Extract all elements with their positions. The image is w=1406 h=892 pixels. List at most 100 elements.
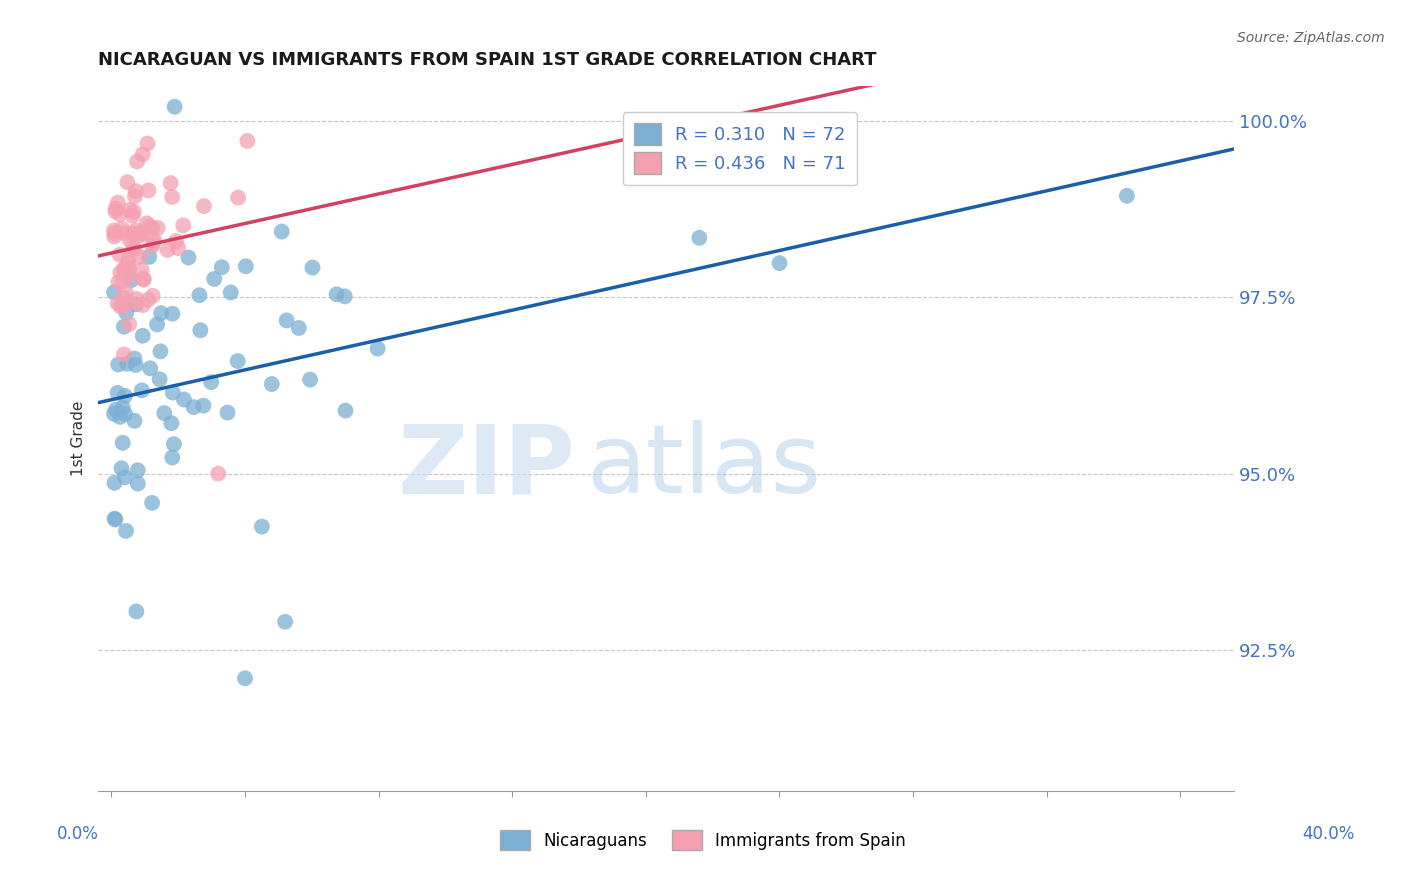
Point — [122, 240, 145, 254]
Point — [112, 291, 135, 305]
Point — [104, 204, 127, 219]
Legend: Nicaraguans, Immigrants from Spain: Nicaraguans, Immigrants from Spain — [494, 823, 912, 857]
Point — [131, 384, 153, 398]
Point — [141, 239, 163, 253]
Point — [117, 252, 139, 266]
Point — [299, 372, 322, 386]
Point — [141, 221, 163, 235]
Text: ZIP: ZIP — [396, 420, 575, 513]
Point — [125, 604, 148, 618]
Point — [117, 256, 139, 270]
Text: Source: ZipAtlas.com: Source: ZipAtlas.com — [1237, 31, 1385, 45]
Point — [149, 344, 172, 359]
Point — [226, 354, 249, 368]
Point — [163, 100, 186, 114]
Text: NICARAGUAN VS IMMIGRANTS FROM SPAIN 1ST GRADE CORRELATION CHART: NICARAGUAN VS IMMIGRANTS FROM SPAIN 1ST … — [98, 51, 876, 69]
Point — [233, 671, 256, 685]
Point — [111, 401, 134, 415]
Point — [132, 147, 155, 161]
Point — [107, 195, 129, 210]
Point — [207, 467, 229, 481]
Point — [1115, 189, 1137, 203]
Point — [162, 307, 184, 321]
Point — [108, 409, 131, 424]
Point — [288, 321, 311, 335]
Point — [107, 296, 129, 310]
Point — [124, 242, 146, 256]
Point — [177, 251, 200, 265]
Point — [103, 226, 125, 240]
Point — [153, 406, 176, 420]
Point — [202, 272, 225, 286]
Point — [132, 328, 155, 343]
Point — [200, 375, 222, 389]
Point — [142, 289, 165, 303]
Point — [141, 496, 163, 510]
Point — [110, 461, 132, 475]
Point — [172, 219, 194, 233]
Point — [183, 400, 205, 414]
Point — [117, 357, 139, 371]
Point — [114, 261, 136, 276]
Point — [114, 470, 136, 484]
Point — [768, 256, 790, 270]
Point — [143, 234, 166, 248]
Text: 40.0%: 40.0% — [1302, 825, 1355, 843]
Point — [156, 243, 179, 257]
Point — [114, 227, 136, 241]
Point — [235, 260, 257, 274]
Point — [118, 233, 141, 247]
Point — [104, 402, 127, 417]
Point — [138, 219, 160, 234]
Point — [190, 323, 212, 337]
Point — [111, 221, 134, 235]
Point — [367, 342, 389, 356]
Point — [114, 285, 136, 300]
Point — [108, 207, 131, 221]
Point — [236, 134, 259, 148]
Point — [103, 407, 125, 421]
Point — [131, 227, 153, 242]
Point — [127, 463, 149, 477]
Point — [193, 399, 215, 413]
Point — [118, 268, 141, 283]
Point — [135, 216, 157, 230]
Point — [132, 273, 155, 287]
Point — [103, 475, 125, 490]
Point — [110, 300, 132, 314]
Point — [115, 305, 138, 319]
Point — [211, 260, 233, 275]
Point — [121, 226, 143, 240]
Point — [163, 437, 186, 451]
Point — [103, 223, 125, 237]
Point — [121, 209, 143, 223]
Point — [139, 361, 162, 376]
Point — [136, 136, 159, 151]
Point — [132, 271, 155, 285]
Point — [149, 372, 172, 386]
Point — [688, 231, 710, 245]
Point — [104, 202, 127, 216]
Point — [162, 385, 184, 400]
Point — [124, 414, 146, 428]
Point — [103, 285, 125, 300]
Point — [103, 229, 125, 244]
Point — [108, 248, 131, 262]
Point — [138, 250, 160, 264]
Point — [260, 377, 283, 392]
Point — [160, 190, 183, 204]
Text: atlas: atlas — [586, 420, 821, 513]
Point — [165, 234, 187, 248]
Point — [217, 406, 239, 420]
Point — [335, 403, 357, 417]
Point — [115, 524, 138, 538]
Point — [118, 296, 141, 310]
Point — [107, 275, 129, 289]
Point — [325, 287, 347, 301]
Point — [167, 241, 190, 255]
Point — [136, 293, 159, 307]
Point — [104, 512, 127, 526]
Point — [112, 262, 135, 277]
Point — [138, 183, 160, 197]
Point — [127, 154, 149, 169]
